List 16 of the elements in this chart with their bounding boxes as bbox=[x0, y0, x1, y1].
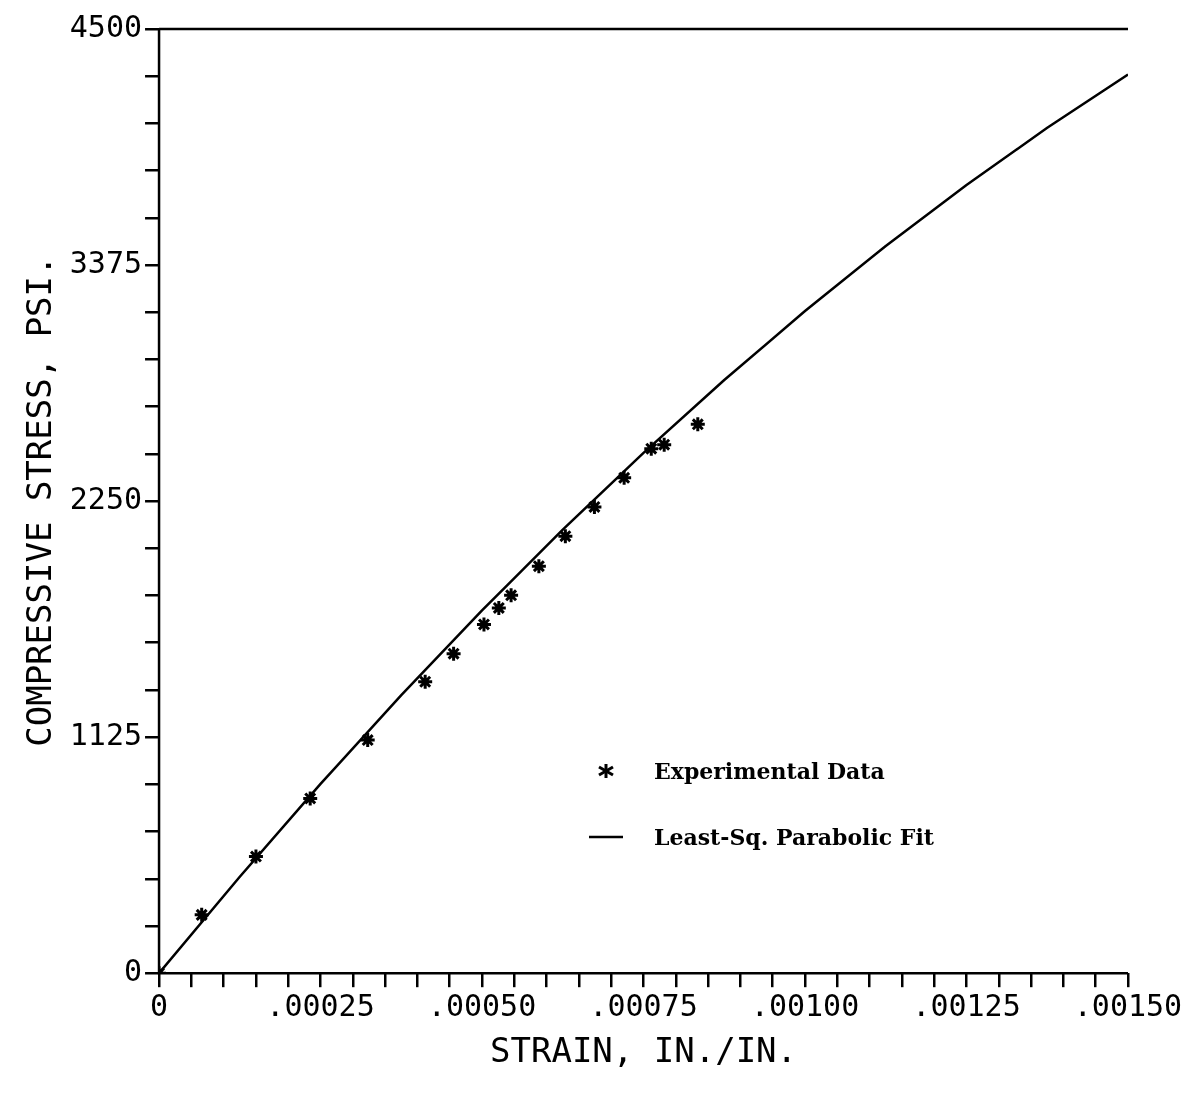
x-tick-label: .00150 bbox=[1073, 988, 1183, 1023]
y-tick-label: 4500 bbox=[69, 8, 143, 44]
legend-label: Experimental Data bbox=[654, 758, 885, 784]
y-tick-label: 2250 bbox=[69, 480, 143, 516]
x-tick-label: 0 bbox=[150, 988, 169, 1023]
y-tick-label: 0 bbox=[123, 953, 143, 988]
y-axis-title: COMPRESSIVE STRESS, PSI. bbox=[19, 255, 60, 747]
x-tick-label: .00075 bbox=[589, 988, 698, 1023]
x-axis-title: STRAIN, IN./IN. bbox=[490, 1030, 798, 1071]
y-tick-label: 1125 bbox=[69, 716, 143, 752]
x-tick-label: .00025 bbox=[266, 988, 375, 1023]
x-tick-label: .00100 bbox=[750, 988, 860, 1023]
y-tick-label: 3375 bbox=[69, 244, 143, 280]
legend-label: Least-Sq. Parabolic Fit bbox=[654, 824, 935, 850]
x-tick-label: .00125 bbox=[912, 988, 1021, 1023]
x-tick-label: .00050 bbox=[427, 988, 537, 1023]
